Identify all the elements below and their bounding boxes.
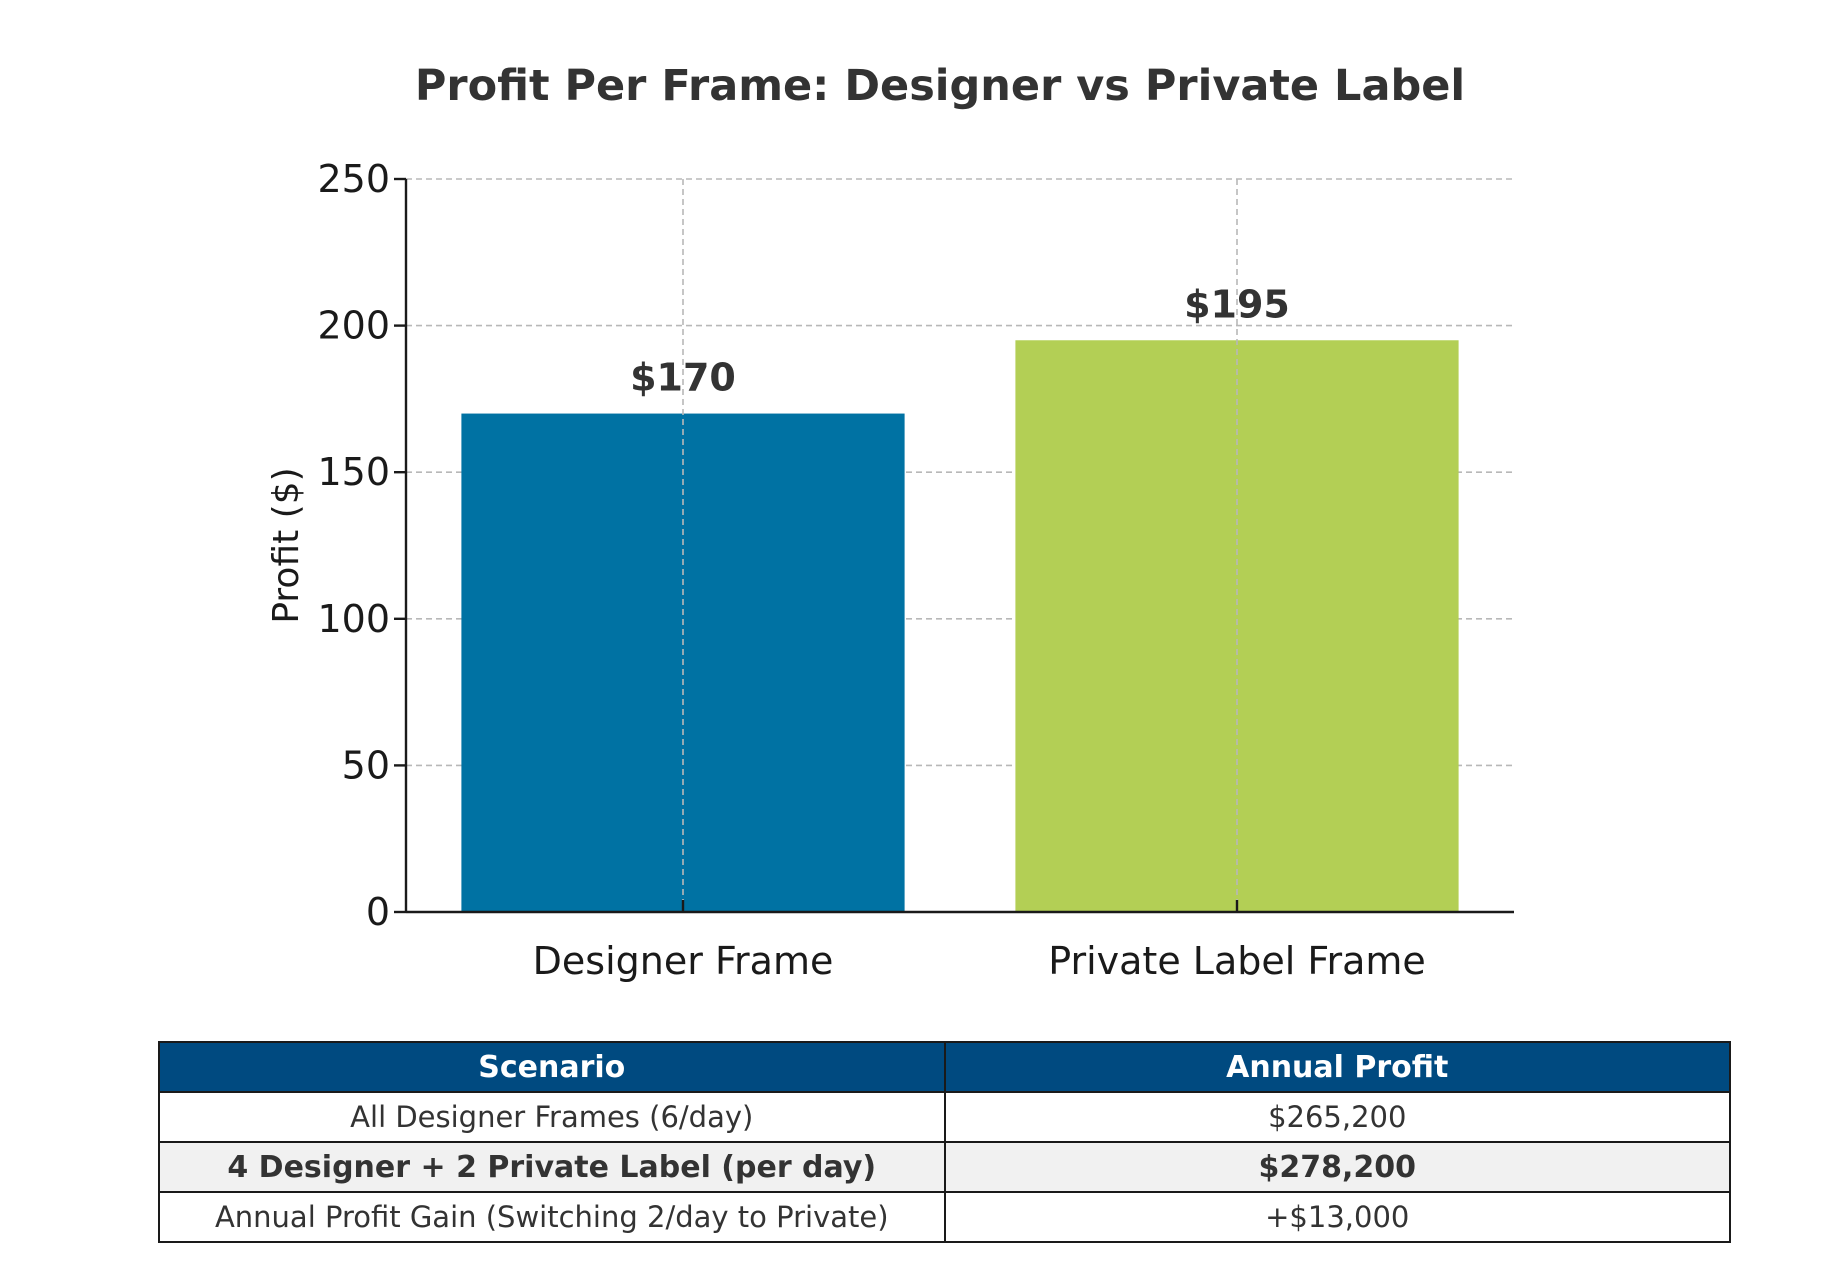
y-tick-label: 150 (317, 450, 390, 494)
y-tick-label: 0 (366, 890, 390, 934)
y-tick-label: 50 (342, 743, 390, 787)
x-tick-label: Designer Frame (533, 939, 834, 983)
table-row: All Designer Frames (6/day) $265,200 (158, 1091, 1731, 1143)
chart-title: Profit Per Frame: Designer vs Private La… (415, 61, 1465, 111)
header-scenario: Scenario (158, 1041, 946, 1093)
y-axis-title: Profit ($) (266, 467, 307, 623)
cell-scenario: Annual Profit Gain (Switching 2/day to P… (158, 1191, 946, 1243)
y-tick-label: 100 (317, 597, 390, 641)
bar-private-label-frame (1015, 340, 1459, 912)
bars (461, 340, 1459, 912)
cell-scenario: All Designer Frames (6/day) (158, 1091, 946, 1143)
x-tick-labels: Designer Frame Private Label Frame (533, 939, 1426, 983)
cell-profit: $278,200 (943, 1141, 1731, 1193)
bar-value-label: $170 (630, 356, 736, 400)
axes (394, 177, 1514, 914)
x-tick-label: Private Label Frame (1048, 939, 1426, 983)
bar-value-label: $195 (1184, 282, 1290, 326)
table-header-row: Scenario Annual Profit (158, 1041, 1731, 1093)
cell-scenario: 4 Designer + 2 Private Label (per day) (158, 1141, 946, 1193)
vertical-gridlines (682, 179, 1238, 912)
header-annual-profit: Annual Profit (943, 1041, 1731, 1093)
table-row-highlight: 4 Designer + 2 Private Label (per day) $… (158, 1141, 1731, 1193)
cell-profit: $265,200 (943, 1091, 1731, 1143)
value-labels: $170 $195 (630, 282, 1290, 399)
summary-table: Scenario Annual Profit All Designer Fram… (158, 1041, 1731, 1243)
cell-profit: +$13,000 (943, 1191, 1731, 1243)
y-tick-labels: 0 50 100 150 200 250 (317, 157, 390, 934)
y-tick-label: 200 (317, 304, 390, 348)
table-row: Annual Profit Gain (Switching 2/day to P… (158, 1191, 1731, 1243)
y-tick-label: 250 (317, 157, 390, 201)
bar-chart: Profit Per Frame: Designer vs Private La… (266, 61, 1514, 983)
